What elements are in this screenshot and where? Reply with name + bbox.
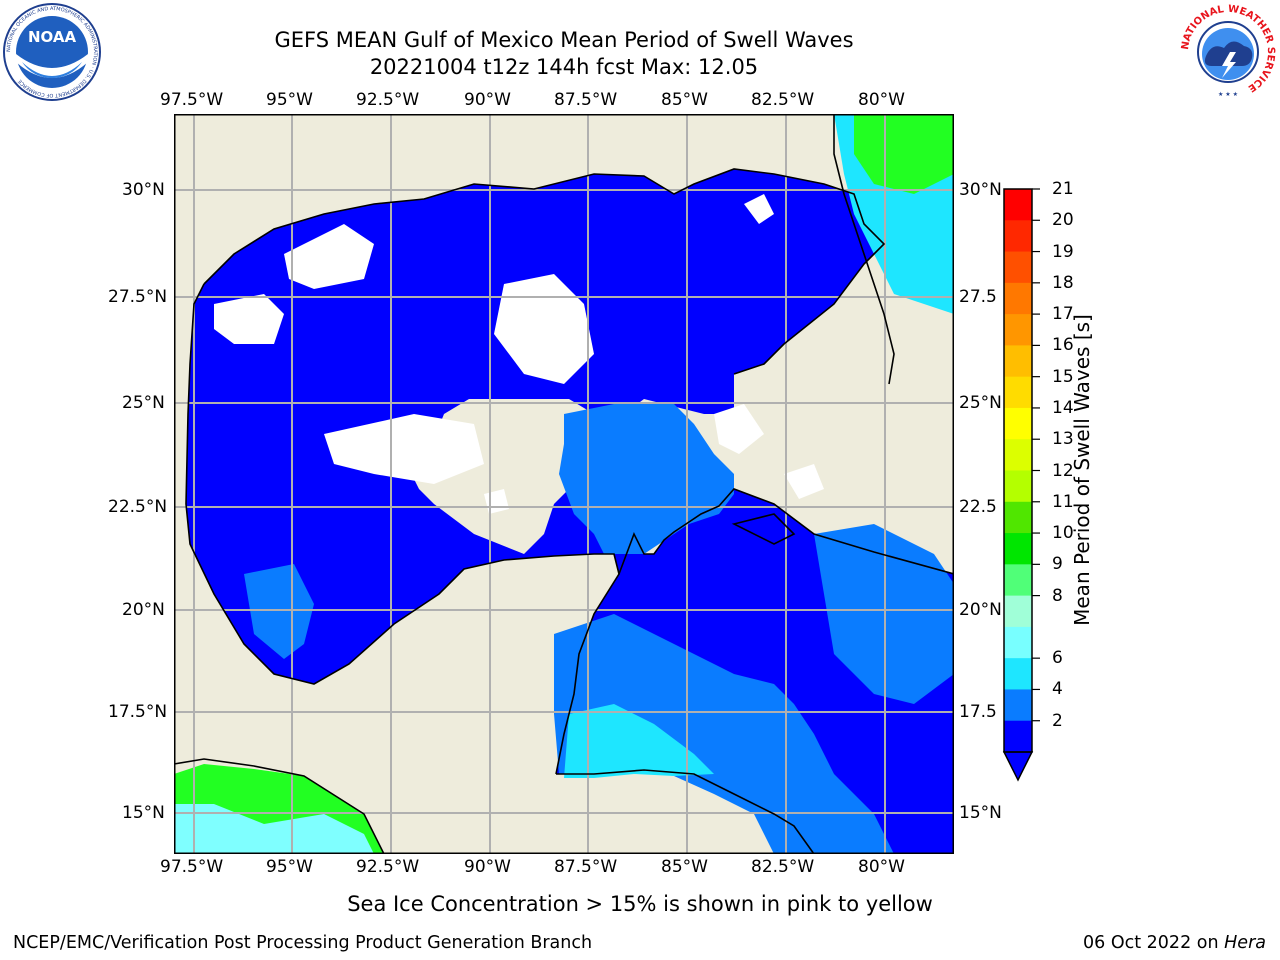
colorbar-segment (1004, 564, 1032, 597)
lon-label-bottom: 92.5°W (356, 857, 420, 877)
colorbar-segment (1004, 658, 1032, 690)
map-frame (174, 114, 954, 854)
colorbar-tick-label: 8 (1052, 585, 1063, 606)
colorbar-segment (1004, 533, 1032, 565)
lon-label-top: 95°W (266, 90, 313, 110)
footer-credit: NCEP/EMC/Verification Post Processing Pr… (13, 933, 593, 953)
colorbar-extend-arrow (1002, 751, 1034, 782)
colorbar-segment (1004, 220, 1032, 253)
colorbar-tick-label: 12 (1052, 460, 1074, 481)
lon-label-top: 92.5°W (356, 90, 420, 110)
colorbar-segments (1004, 189, 1032, 753)
lon-label-bottom: 80°W (858, 857, 905, 877)
lon-label-top: 82.5°W (751, 90, 815, 110)
lat-label-left: 17.5°N (108, 702, 168, 722)
lon-label-bottom: 82.5°W (751, 857, 815, 877)
nws-logo: NATIONAL WEATHER SERVICE ★ ★ ★ (1178, 2, 1278, 102)
colorbar-tick-label: 17 (1052, 304, 1074, 325)
lat-label-right: 15°N (959, 803, 1002, 823)
swell-4-6s-bay-campeche (244, 564, 314, 659)
lon-label-bottom: 87.5°W (554, 857, 618, 877)
lat-label-right: 30°N (959, 180, 1002, 200)
swell-10-11s-atlantic (854, 114, 954, 194)
swell-6-8s-honduras (564, 704, 714, 778)
colorbar-tick-label: 14 (1052, 397, 1074, 418)
colorbar-tick-label: 15 (1052, 366, 1074, 387)
footer-date-text: 06 Oct 2022 on (1083, 933, 1225, 953)
colorbar-tick-label: 9 (1052, 554, 1063, 575)
colorbar-tick-label: 18 (1052, 272, 1074, 293)
colorbar-segment (1004, 626, 1032, 659)
lon-label-bottom: 95°W (266, 857, 313, 877)
colorbar-segment (1004, 282, 1032, 315)
swell-8-10s-pacific (174, 804, 374, 854)
lat-label-right: 25°N (959, 393, 1002, 413)
sea-ice-note: Sea Ice Concentration > 15% is shown in … (347, 892, 933, 916)
colorbar-segment (1004, 439, 1032, 471)
coastlines (173, 114, 955, 855)
lat-label-left: 15°N (122, 803, 165, 823)
lat-label-right: 22.5 (959, 497, 997, 517)
lat-label-right: 17.5 (959, 702, 997, 722)
footer-host: Hera (1224, 933, 1266, 953)
colorbar-tick-label: 10 (1052, 523, 1074, 544)
chart-title: GEFS MEAN Gulf of Mexico Mean Period of … (274, 28, 854, 52)
colorbar-label: Mean Period of Swell Waves [s] (1070, 314, 1094, 626)
colorbar-segment (1004, 314, 1032, 346)
no-data-patches (214, 194, 824, 514)
colorbar-tick-label: 19 (1052, 241, 1074, 262)
lat-label-left: 30°N (122, 180, 165, 200)
colorbar-segment (1004, 595, 1032, 628)
colorbar-tick-label: 16 (1052, 335, 1074, 356)
colorbar-tick-label: 6 (1052, 648, 1063, 669)
colorbar-tick-label: 13 (1052, 429, 1074, 450)
gulf-of-mexico-map (173, 114, 955, 855)
footer-date: 06 Oct 2022 on Hera (1083, 932, 1266, 954)
chart-subtitle: 20221004 t12z 144h fcst Max: 12.05 (369, 55, 759, 79)
noaa-logo: NOAA NATIONAL OCEANIC AND ATMOSPHERIC AD… (2, 2, 102, 102)
lon-label-top: 80°W (858, 90, 905, 110)
lat-label-left: 27.5°N (108, 287, 168, 307)
colorbar-segment (1004, 501, 1032, 534)
swell-4-6s-caribbean (554, 614, 894, 854)
colorbar-segment (1004, 251, 1032, 284)
lon-label-top: 97.5°W (160, 90, 224, 110)
lat-label-right: 27.5 (959, 287, 997, 307)
map-gridlines (174, 114, 954, 854)
colorbar-segment (1004, 345, 1032, 378)
lat-label-right: 20°N (959, 600, 1002, 620)
colorbar-segment (1004, 407, 1032, 440)
lat-label-left: 20°N (122, 600, 165, 620)
colorbar-segment (1004, 470, 1032, 503)
colorbar-segment (1004, 189, 1032, 221)
lon-label-bottom: 90°W (464, 857, 511, 877)
colorbar-segment (1004, 376, 1032, 409)
colorbar-tick-label: 4 (1052, 679, 1063, 700)
noaa-logo-text: NOAA (28, 28, 77, 46)
lat-label-left: 22.5°N (108, 497, 168, 517)
lat-label-left: 25°N (122, 393, 165, 413)
lon-label-bottom: 85°W (661, 857, 708, 877)
colorbar-segment (1004, 689, 1032, 722)
swell-4-6s-yucatan (559, 404, 734, 554)
colorbar-tick-marks (1032, 188, 1040, 722)
colorbar-tick-label: 21 (1052, 179, 1074, 199)
lon-label-top: 85°W (661, 90, 708, 110)
colorbar (1000, 186, 1050, 786)
lon-label-top: 90°W (464, 90, 511, 110)
svg-text:★ ★ ★: ★ ★ ★ (1218, 91, 1238, 98)
colorbar-tick-label: 20 (1052, 210, 1074, 231)
colorbar-tick-label: 2 (1052, 710, 1063, 731)
lon-label-bottom: 97.5°W (160, 857, 224, 877)
lon-label-top: 87.5°W (554, 90, 618, 110)
colorbar-tick-label: 11 (1052, 491, 1074, 512)
colorbar-segment (1004, 720, 1032, 753)
